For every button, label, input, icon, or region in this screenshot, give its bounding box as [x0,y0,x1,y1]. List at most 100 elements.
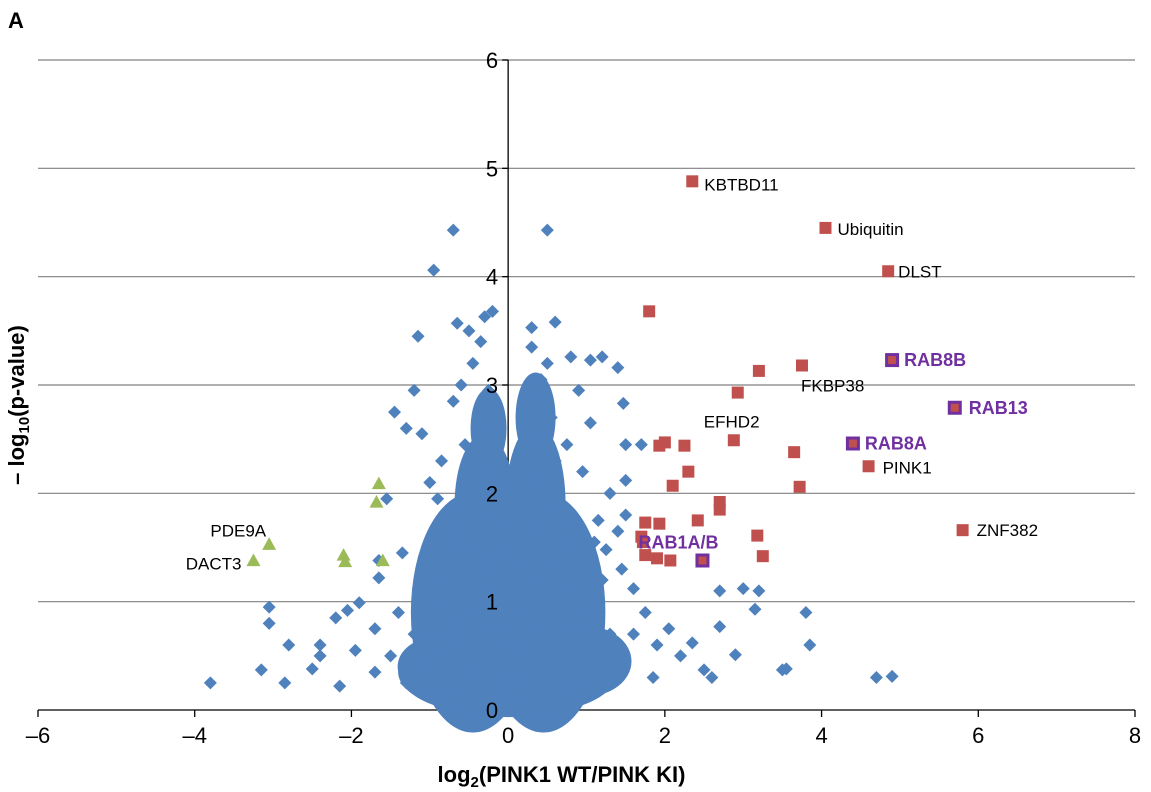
x-tick-label: 0 [502,723,514,748]
background-point [752,584,766,598]
background-point [333,679,347,693]
background-point [262,600,276,614]
background-point [540,223,554,237]
background-point [442,519,456,533]
up-point [793,480,806,493]
background-point [627,627,641,641]
background-point [536,389,550,403]
background-point [540,356,554,370]
up-point [882,265,895,278]
background-point [203,676,217,690]
background-point [619,508,633,522]
background-point [615,660,629,674]
background-point [638,606,652,619]
up-point [666,479,679,492]
up-point [639,516,652,529]
background-point [736,582,750,596]
background-point [407,383,421,397]
x-tick-label: –2 [339,723,363,748]
background-point [431,492,445,506]
background-point [728,648,742,662]
point-label: DACT3 [186,555,242,574]
background-point [587,535,601,549]
background-point [619,473,633,487]
background-point [532,432,546,446]
up-point [862,460,875,473]
x-axis-title: log2(PINK1 WT/PINK KI) [438,762,686,791]
up-point [653,517,666,530]
rab-point [695,553,710,568]
background-point [697,663,711,677]
up-point [653,439,666,452]
down-point [246,553,261,567]
background-point [799,606,813,619]
background-point [576,465,590,479]
background-point [446,394,460,408]
background-point [615,562,629,576]
x-tick-label: –6 [26,723,50,748]
background-point [446,223,460,237]
x-tick-label: 6 [972,723,984,748]
background-point [431,573,445,587]
background-point [278,676,292,690]
down-point [371,476,386,490]
x-tick-label: 8 [1129,723,1141,748]
rab-label: RAB1A/B [638,533,718,553]
background-point [454,378,468,392]
point-label: FKBP38 [801,377,864,396]
background-point [478,465,492,479]
background-point [415,660,429,674]
panel-label: A [8,8,24,33]
background-point [560,584,574,598]
background-point [513,643,527,657]
background-point [544,411,558,424]
background-point [674,649,688,663]
x-tick-label: 4 [815,723,827,748]
background-point [423,476,437,489]
background-point [525,321,539,335]
background-point [509,671,523,684]
background-point [521,562,535,576]
background-point [634,438,648,452]
background-point [803,638,817,652]
background-point [627,582,641,596]
down-point [375,553,390,567]
background-point [599,543,613,557]
point-label: EFHD2 [704,412,760,431]
background-point [662,622,676,636]
background-point [603,486,617,500]
point-label: Ubiquitin [837,220,903,239]
background-point [391,606,405,619]
background-point [611,361,625,375]
up-point [727,434,740,447]
up-regulated-points [635,175,969,567]
background-point [548,315,562,329]
point-cloud [454,434,515,575]
point-cloud [505,424,566,585]
background-point [650,638,664,652]
point-label: PDE9A [210,521,266,540]
background-point [395,546,409,560]
down-point [338,554,353,568]
background-point [501,698,515,712]
up-point [664,554,677,567]
background-point [748,602,762,616]
background-point [454,541,468,554]
background-point [427,263,441,277]
background-point [595,350,609,364]
background-point [368,665,382,679]
background-point [348,643,362,657]
background-point [560,438,574,452]
background-point [435,454,449,468]
background-point [493,638,507,652]
point-label: ZNF382 [977,521,1038,540]
background-point [564,622,578,636]
background-point [313,638,327,652]
background-point [329,611,343,625]
background-point [525,340,539,354]
background-point [580,643,593,657]
background-point [282,638,296,652]
rab-points [695,353,962,568]
background-point [489,595,503,609]
rab-point [947,400,962,415]
